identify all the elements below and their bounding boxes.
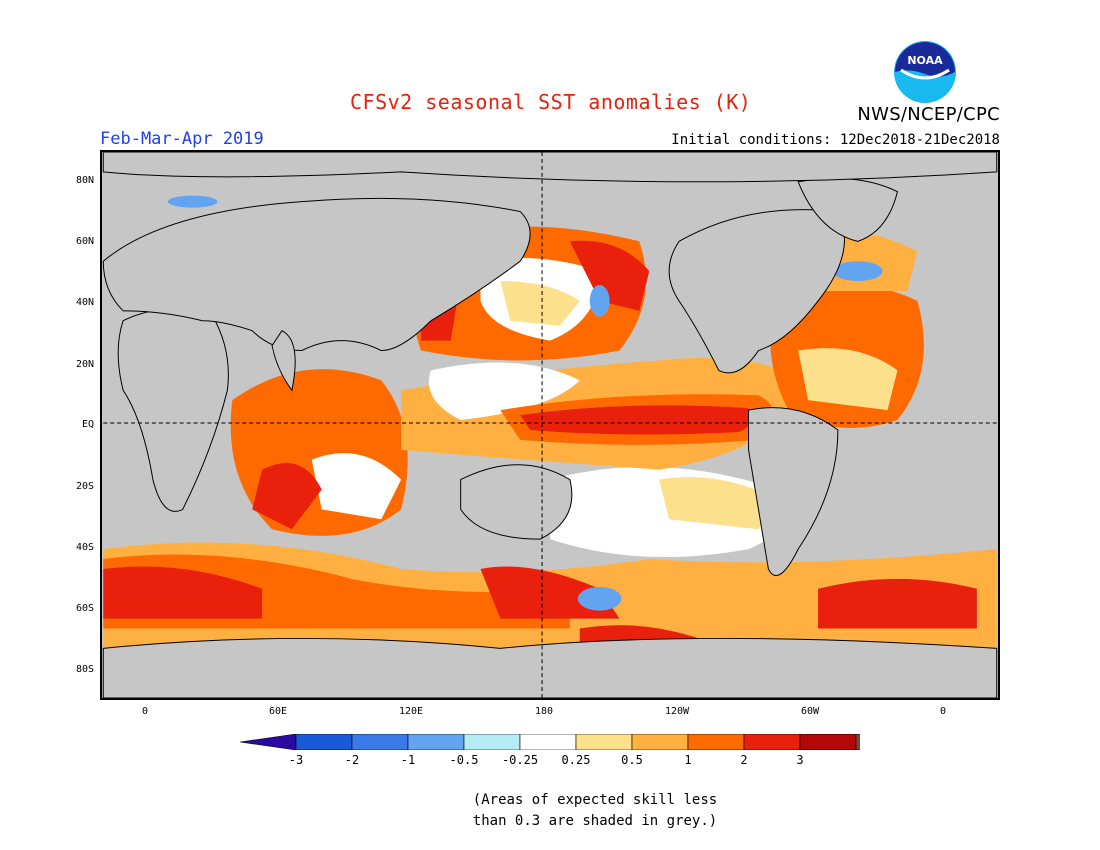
- colorbar-cap-high: [855, 734, 860, 750]
- map-canvas: [102, 152, 998, 698]
- footnote-line-2: than 0.3 are shaded in grey.): [472, 813, 718, 829]
- colorbar-bin: [519, 734, 577, 750]
- lat-label: 40S: [75, 542, 94, 553]
- lat-label: 60N: [75, 236, 94, 247]
- season-label: Feb-Mar-Apr 2019: [100, 129, 264, 149]
- colorbar-bin: [295, 734, 353, 750]
- colorbar-bin: [799, 734, 857, 750]
- colorbar-label: 1: [684, 753, 692, 767]
- lat-label: 80S: [75, 664, 94, 675]
- lon-label: 60W: [800, 706, 820, 717]
- lat-label: 20S: [75, 481, 94, 492]
- colorbar-label: 3: [796, 753, 804, 767]
- lat-label: EQ: [81, 419, 94, 430]
- lat-label: 20N: [75, 359, 94, 370]
- colorbar-label: -2: [344, 753, 360, 767]
- colorbar-bin: [351, 734, 409, 750]
- lat-label: 80N: [75, 175, 94, 186]
- chart-title: CFSv2 seasonal SST anomalies (K): [350, 90, 752, 114]
- colorbar-bin: [687, 734, 745, 750]
- lon-label: 0: [939, 706, 947, 717]
- skill-footnote: (Areas of expected skill less than 0.3 a…: [430, 790, 760, 832]
- initial-conditions-label: Initial conditions: 12Dec2018-21Dec2018: [671, 132, 1000, 148]
- colorbar-bin: [575, 734, 633, 750]
- lat-label: 60S: [75, 603, 94, 614]
- colorbar-label: 0.25: [561, 753, 591, 767]
- colorbar-label: -1: [400, 753, 416, 767]
- lon-label: 0: [141, 706, 149, 717]
- agency-label: NWS/NCEP/CPC: [857, 104, 1000, 125]
- colorbar-label: 2: [740, 753, 748, 767]
- lon-label: 120E: [398, 706, 424, 717]
- sst-anomaly-map: [100, 150, 1000, 700]
- lon-label: 120W: [664, 706, 690, 717]
- noaa-logo-icon: NOAA: [894, 41, 956, 103]
- footnote-line-1: (Areas of expected skill less: [472, 792, 718, 808]
- color-scale-bar: [240, 734, 860, 750]
- lon-label: 60E: [268, 706, 288, 717]
- colorbar-cap-low: [240, 734, 297, 750]
- colorbar-bin: [743, 734, 801, 750]
- colorbar-bin: [463, 734, 521, 750]
- svg-text:NOAA: NOAA: [907, 54, 943, 67]
- colorbar-bin: [631, 734, 689, 750]
- colorbar-label: -0.25: [501, 753, 539, 767]
- lon-label: 180: [534, 706, 554, 717]
- colorbar-label: -0.5: [449, 753, 479, 767]
- colorbar-label: -3: [288, 753, 304, 767]
- lat-label: 40N: [75, 297, 94, 308]
- colorbar-bin: [407, 734, 465, 750]
- colorbar-label: 0.5: [621, 753, 643, 767]
